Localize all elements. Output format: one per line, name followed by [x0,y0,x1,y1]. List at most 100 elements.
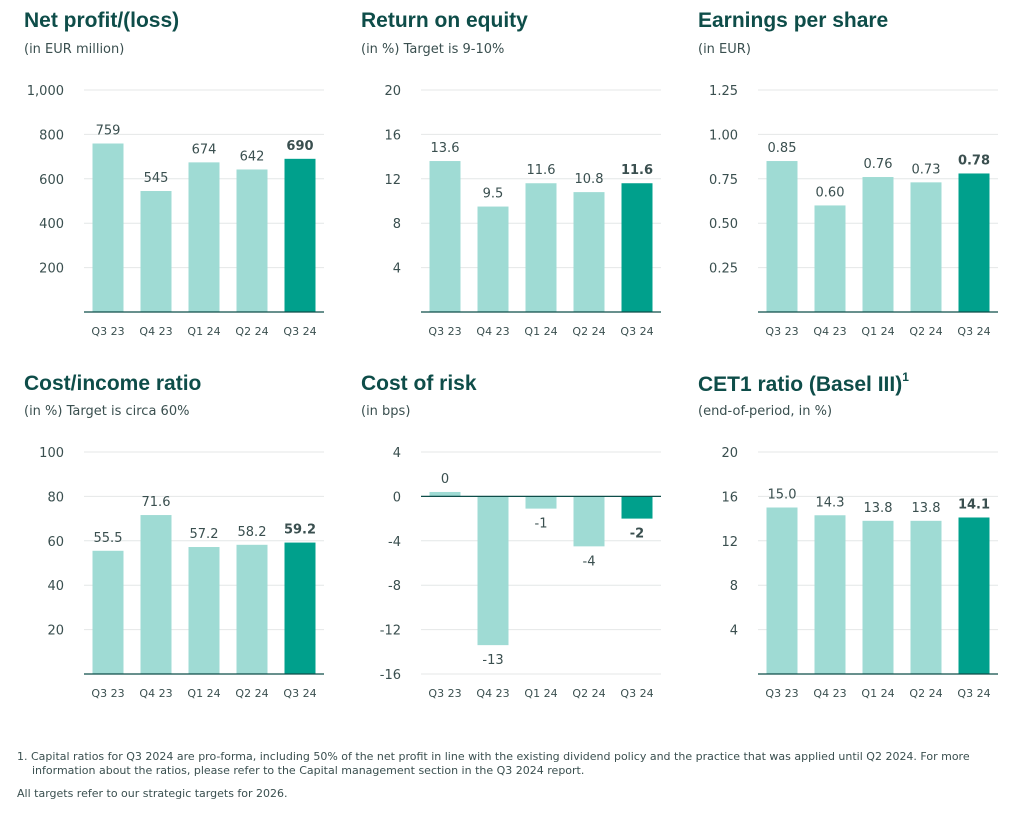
data-label: 15.0 [768,488,797,503]
chart-title-text: CET1 ratio (Basel III) [698,373,903,396]
data-label: -13 [482,653,503,668]
data-label: 690 [286,139,313,154]
bar [525,183,557,312]
bar [429,161,461,312]
bar [910,520,942,674]
bar [477,206,509,312]
x-tick-label: Q3 23 [428,325,461,338]
x-tick-label: Q3 24 [620,325,653,338]
x-tick-label: Q2 24 [572,687,605,700]
x-tick-label: Q3 24 [957,687,990,700]
bar [573,192,605,312]
data-label: -4 [583,554,596,569]
data-label: 9.5 [483,187,504,202]
y-tick-label: 400 [39,217,64,232]
bar [621,183,653,312]
bar [621,496,653,519]
data-label: -2 [630,527,644,542]
y-tick-label: -12 [380,624,401,639]
y-tick-label: 0.50 [709,217,738,232]
y-tick-label: 800 [39,128,64,143]
y-tick-label: 1.25 [709,84,738,99]
data-label: 11.6 [527,163,556,178]
bar [140,515,172,674]
x-tick-label: Q3 23 [765,325,798,338]
bar [236,169,268,312]
chart-subtitle: (end-of-period, in %) [698,404,833,419]
data-label: 58.2 [238,525,267,540]
x-tick-label: Q3 23 [91,325,124,338]
data-label: 14.1 [958,497,990,512]
bar [284,542,316,674]
bar [477,496,509,646]
y-tick-label: 12 [721,535,738,550]
x-tick-label: Q3 24 [957,325,990,338]
cost-income-ratio-chart: 20 40 60 80 100 55.5 Q3 23 71.6 Q4 23 57.2 Q1 24 58… [39,446,324,700]
return-on-equity-chart: 4 8 12 16 20 13.6 Q3 23 9.5 Q4 23 11.6 Q1 24 10.8 Q2… [384,84,661,338]
data-label: 545 [144,171,169,186]
data-label: 14.3 [816,495,845,510]
bar [573,496,605,547]
y-tick-label: -16 [380,668,401,683]
cet1-ratio-chart: 4 8 12 16 20 15.0 Q3 23 14.3 Q4 23 13.8 Q1 24 13.8 Q… [721,446,998,700]
chart-title: Return on equity [361,9,528,32]
y-tick-label: 4 [730,624,738,639]
x-tick-label: Q2 24 [909,325,942,338]
y-tick-label: 20 [47,624,64,639]
chart-subtitle: (in %) Target is circa 60% [24,404,190,419]
data-label: -1 [535,517,548,532]
x-tick-label: Q2 24 [235,687,268,700]
chart-title: Cost of risk [361,372,477,395]
chart-title: Earnings per share [698,9,889,32]
y-tick-label: 4 [393,446,401,461]
bar [236,544,268,674]
y-tick-label: 20 [721,446,738,461]
data-label: 642 [240,149,265,164]
footnote-marker: 1 [902,370,909,384]
chart-subtitle: (in bps) [361,404,411,419]
cost-of-risk-chart: -16 -12 -8 -4 0 4 0 Q3 23 -13 Q4 23 -1 Q1 24 -4 Q2 24… [380,446,661,700]
x-tick-label: Q1 24 [524,687,557,700]
y-tick-label: 8 [393,217,401,232]
bar [958,517,990,674]
earnings-per-share-chart: 0.25 0.50 0.75 1.00 1.25 0.85 Q3 23 0.60 Q4 23 0.… [709,84,998,338]
chart-title: Cost/income ratio [24,372,202,395]
data-label: 0.60 [816,185,845,200]
data-label: 59.2 [284,523,316,538]
x-tick-label: Q1 24 [187,325,220,338]
data-label: 0.76 [864,157,893,172]
bar [862,520,894,674]
x-tick-label: Q3 23 [428,687,461,700]
y-tick-label: 100 [39,446,64,461]
data-label: 0.73 [912,162,941,177]
x-tick-label: Q3 23 [91,687,124,700]
x-tick-label: Q4 23 [476,687,509,700]
data-label: 55.5 [94,531,123,546]
y-tick-label: 8 [730,579,738,594]
x-tick-label: Q4 23 [139,687,172,700]
data-label: 57.2 [190,527,219,542]
y-tick-label: 0.75 [709,173,738,188]
data-label: 71.6 [142,495,171,510]
y-tick-label: 20 [384,84,401,99]
x-tick-label: Q4 23 [813,325,846,338]
chart-title: Net profit/(loss) [24,9,180,32]
bar [92,143,124,312]
y-tick-label: 4 [393,262,401,277]
data-label: 13.6 [431,141,460,156]
y-tick-label: 40 [47,579,64,594]
data-label: 674 [192,142,217,157]
chart-subtitle: (in %) Target is 9-10% [361,42,505,57]
y-tick-label: 12 [384,173,401,188]
x-tick-label: Q3 24 [283,325,316,338]
bar [958,173,990,312]
bar [284,158,316,312]
y-tick-label: 16 [384,128,401,143]
bar [766,507,798,674]
footnote-line: information about the ratios, please ref… [32,764,585,777]
x-tick-label: Q1 24 [524,325,557,338]
data-label: 13.8 [912,501,941,516]
y-tick-label: 0.25 [709,262,738,277]
x-tick-label: Q3 24 [620,687,653,700]
footnote: 1. Capital ratios for Q3 2024 are pro-fo… [17,750,977,778]
